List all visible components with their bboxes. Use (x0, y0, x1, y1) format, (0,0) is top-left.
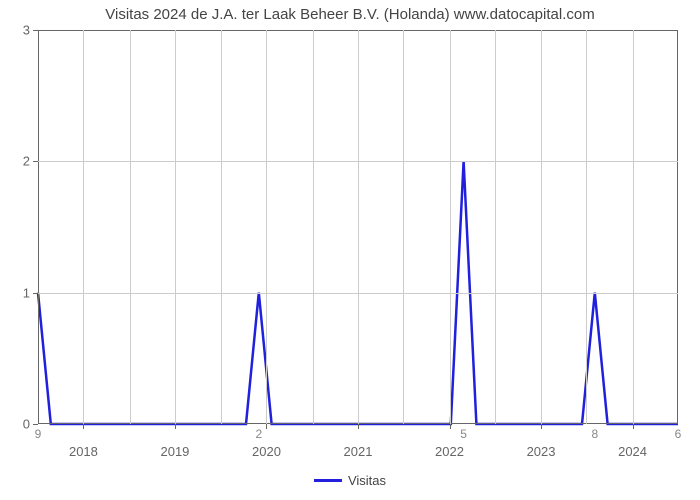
spike-count-label: 6 (675, 424, 682, 441)
xtick-label: 2019 (160, 424, 189, 459)
plot-area: 0123201820192020202120222023202492586 (38, 30, 678, 424)
legend-label: Visitas (348, 473, 386, 488)
gridline-v (175, 30, 176, 424)
gridline-v (450, 30, 451, 424)
gridline-v-minor (313, 30, 314, 424)
xtick-label: 2024 (618, 424, 647, 459)
visits-chart: Visitas 2024 de J.A. ter Laak Beheer B.V… (0, 0, 700, 500)
xtick-label: 2018 (69, 424, 98, 459)
spike-count-label: 5 (460, 424, 467, 441)
xtick-label: 2021 (344, 424, 373, 459)
xtick-label: 2023 (527, 424, 556, 459)
gridline-v-minor (495, 30, 496, 424)
spike-count-label: 2 (255, 424, 262, 441)
gridline-v-minor (221, 30, 222, 424)
gridline-v (633, 30, 634, 424)
gridline-v (358, 30, 359, 424)
gridline-v-minor (130, 30, 131, 424)
ytick-label: 1 (23, 285, 38, 300)
gridline-v-minor (403, 30, 404, 424)
gridline-v (266, 30, 267, 424)
ytick-label: 2 (23, 154, 38, 169)
gridline-v-minor (586, 30, 587, 424)
legend-swatch (314, 479, 342, 482)
spike-count-label: 8 (591, 424, 598, 441)
chart-title: Visitas 2024 de J.A. ter Laak Beheer B.V… (0, 6, 700, 23)
gridline-v (541, 30, 542, 424)
gridline-v (83, 30, 84, 424)
legend: Visitas (314, 473, 386, 488)
ytick-label: 3 (23, 23, 38, 38)
spike-count-label: 9 (35, 424, 42, 441)
